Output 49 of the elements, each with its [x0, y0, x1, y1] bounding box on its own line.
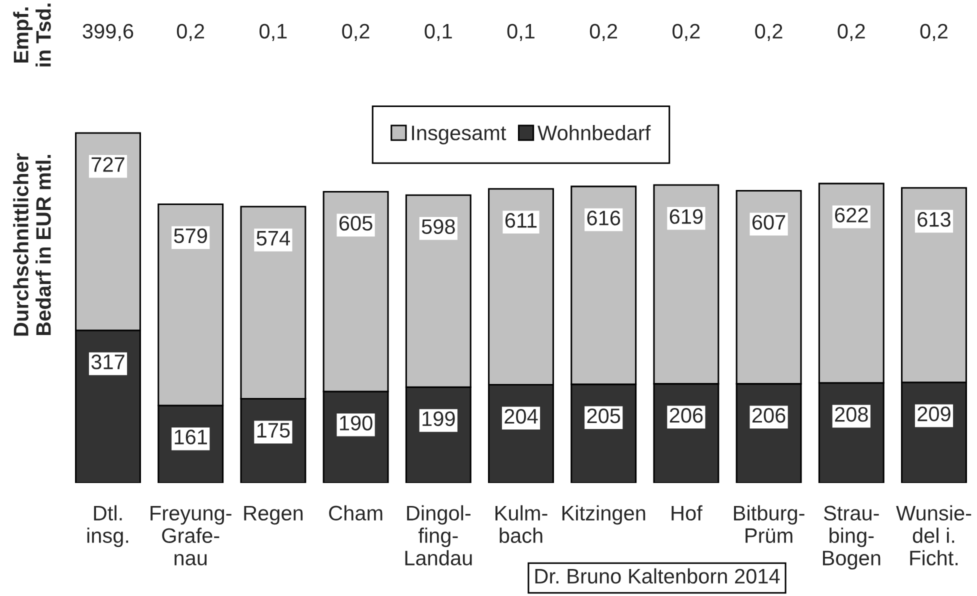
text: Empf. in Tsd.	[13, 4, 51, 66]
text: 0,2	[920, 24, 948, 42]
data-label: 204	[504, 408, 538, 424]
data-label: 175	[257, 423, 290, 438]
total-label: 611	[505, 213, 537, 228]
total-label: 579	[174, 228, 207, 244]
text: 0,1	[507, 24, 534, 42]
x-tick-label: Dingol- fing- Landau	[405, 505, 472, 566]
text: 0,2	[176, 24, 204, 42]
x-tick-label: Hof	[672, 505, 702, 521]
data-label: 206	[752, 408, 786, 423]
data-label: 317	[91, 354, 124, 370]
legend-label: Insgesamt	[412, 126, 506, 144]
text: 0,2	[590, 24, 618, 42]
data-label: 199	[422, 411, 455, 426]
total-label: 613	[918, 212, 950, 227]
x-tick-label: Strau- bing- Bogen	[822, 506, 880, 570]
text: 0,2	[838, 24, 865, 42]
x-tick-label: Wunsie- del i. Ficht.	[896, 505, 972, 566]
text: 0,2	[342, 24, 370, 42]
total-label: 727	[92, 157, 124, 172]
x-tick-label: Cham	[329, 505, 382, 521]
total-label: 607	[752, 214, 786, 230]
data-label: 190	[340, 416, 372, 430]
text: 0,2	[755, 24, 782, 42]
legend-label: Wohnbedarf	[538, 125, 651, 140]
text: 399,6	[82, 24, 134, 42]
total-label: 574	[256, 231, 290, 246]
x-tick-label: Kitzingen	[562, 505, 646, 525]
data-label: 208	[835, 407, 868, 422]
total-label: 622	[835, 208, 868, 222]
data-label: 205	[587, 408, 620, 424]
data-label: 206	[670, 408, 703, 423]
text: 0,1	[260, 24, 287, 42]
x-tick-label: Dtl. insg.	[87, 505, 128, 548]
data-label: 161	[174, 430, 207, 444]
y-axis-title: Durchschnittlicher Bedarf in EUR mtl.	[13, 153, 51, 336]
total-label: 619	[670, 209, 703, 224]
total-label: 616	[587, 210, 620, 226]
x-tick-label: Regen	[244, 506, 303, 525]
x-tick-label: Freyung- Grafe- nau	[150, 506, 232, 566]
total-label: 605	[339, 216, 372, 231]
text: Dr. Bruno Kaltenborn 2014	[535, 568, 780, 584]
total-label: 598	[422, 219, 455, 234]
data-label: 209	[918, 406, 950, 422]
text: 0,1	[424, 24, 452, 42]
text: 0,2	[672, 24, 700, 42]
x-tick-label: Kulm- bach	[496, 505, 548, 543]
x-tick-label: Bitburg- Prüm	[734, 505, 804, 543]
